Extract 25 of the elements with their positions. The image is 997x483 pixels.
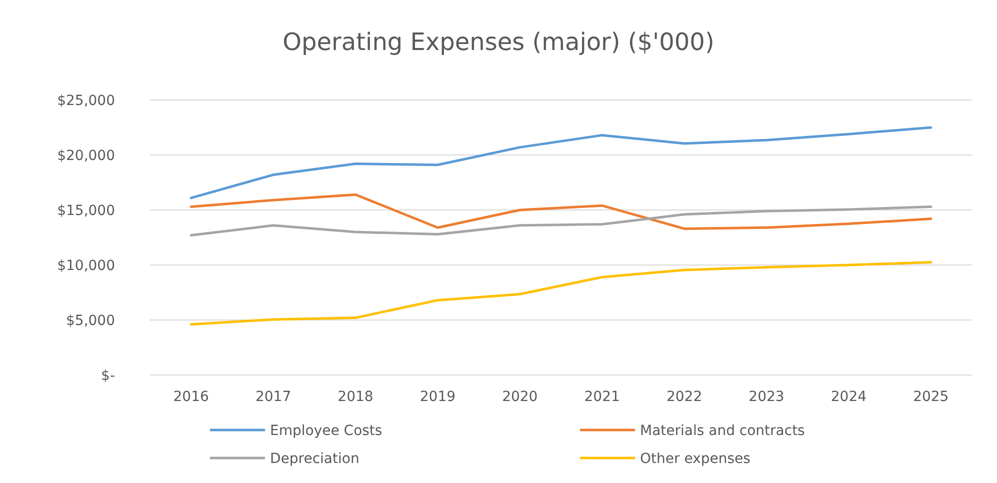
legend-label: Materials and contracts [640, 422, 805, 439]
x-tick-label: 2023 [748, 389, 784, 405]
x-tick-label: 2021 [584, 389, 620, 405]
x-tick-label: 2020 [502, 389, 538, 405]
x-tick-label: 2024 [830, 389, 867, 405]
y-tick-label: $- [101, 368, 115, 384]
line-series [190, 205, 932, 237]
y-tick-label: $5,000 [66, 312, 115, 329]
x-tick-label: 2019 [420, 389, 456, 405]
y-tick-label: $20,000 [57, 148, 115, 164]
line-series [190, 261, 932, 326]
x-tick-label: 2022 [666, 389, 702, 405]
legend-label: Depreciation [270, 450, 360, 467]
legend-label: Other expenses [640, 450, 750, 467]
x-tick-label: 2025 [913, 389, 949, 405]
x-tick-label: 2016 [173, 389, 209, 405]
x-tick-label: 2017 [255, 389, 292, 405]
y-tick-label: $15,000 [57, 202, 115, 219]
y-tick-label: $10,000 [57, 258, 115, 274]
legend-label: Employee Costs [270, 422, 382, 439]
line-series [190, 126, 932, 200]
y-tick-label: $25,000 [57, 92, 115, 109]
line-series [190, 193, 932, 230]
chart-title: Operating Expenses (major) ($'000) [282, 28, 714, 56]
x-tick-label: 2018 [338, 389, 374, 405]
